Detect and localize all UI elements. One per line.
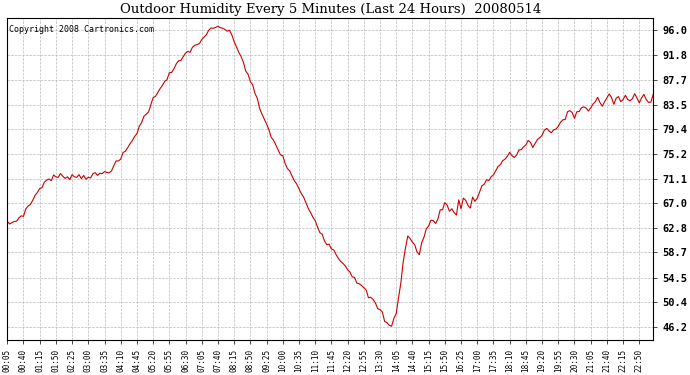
Title: Outdoor Humidity Every 5 Minutes (Last 24 Hours)  20080514: Outdoor Humidity Every 5 Minutes (Last 2… xyxy=(119,3,541,16)
Text: Copyright 2008 Cartronics.com: Copyright 2008 Cartronics.com xyxy=(8,25,154,34)
